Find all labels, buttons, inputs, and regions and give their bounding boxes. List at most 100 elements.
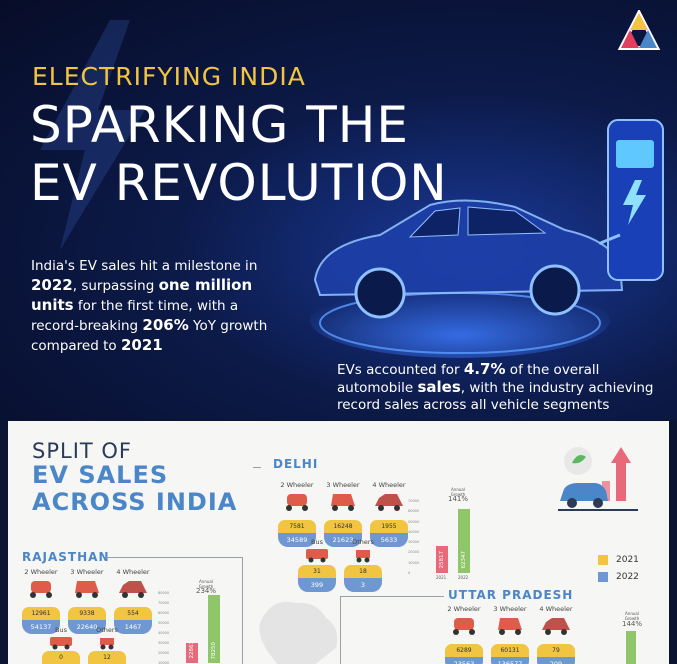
intro-year-2021: 2021 [120,336,163,354]
cat-label: Others [352,538,374,546]
headline-line-2: EV REVOLUTION [30,154,448,212]
cat-label: Bus [55,626,67,634]
cat-label: 3 Wheeler [326,481,360,489]
delhi-4wheeler-2022: 5633 [370,533,408,547]
axis-tick-label: 40000 [408,529,420,534]
cat-label: 4 Wheeler [372,481,406,489]
eyebrow-title: ELECTRIFYING INDIA [32,62,306,91]
region-uttar-pradesh: UTTAR PRADESH [448,588,573,602]
axis-tick-label: 20000 [158,651,170,655]
delhi-categories-2: Bus 31 399 Others 18 3 [294,538,386,592]
axis-tick-label: 30000 [408,540,420,545]
stat-text-3: , with the industry achieving record sal… [337,380,654,413]
auto-rickshaw-icon [492,614,528,644]
scooter-icon [23,577,59,607]
delhi-cat-bus: Bus 31 399 [294,538,340,592]
delhi-title: DELHI [273,457,319,471]
split-title-line-2: EV SALES [32,461,169,489]
ev-car-growth-icon [558,447,638,511]
axis-tick-label: 60000 [158,611,170,615]
up-3wheeler-2021: 60131 [491,644,529,657]
bar-year-label: 2022 [458,575,469,580]
rajasthan-3wheeler-2022: 22640 [68,620,106,634]
headline-line-1: SPARKING THE [30,96,409,154]
up-cat-3wheeler: 3 Wheeler 60131 136577 [487,605,533,664]
axis-tick-label: 10000 [408,560,420,565]
bar-2021: 22863 [186,641,198,663]
delhi-bus-2021: 31 [298,565,336,578]
intro-text-3: for the first time, with a record-breaki… [31,298,239,334]
intro-paragraph: India's EV sales hit a milestone in 2022… [31,257,271,356]
cat-label: 4 Wheeler [116,568,150,576]
intro-text-1: India's EV sales hit a milestone in [31,258,258,274]
bar-value-label: 78250 [211,641,217,660]
delhi-cat-others: Others 18 3 [340,538,386,592]
rajasthan-4wheeler-2021: 554 [114,607,152,620]
auto-rickshaw-icon [325,490,361,520]
up-line [340,596,444,597]
cat-label: 3 Wheeler [70,568,104,576]
region-delhi: DELHI [253,457,319,471]
rajasthan-cat-4wheeler: 4 Wheeler 554 1467 [110,568,156,634]
stat-text-2: of the overall automobile [337,362,600,396]
headline: SPARKING THE EV REVOLUTION [30,96,490,212]
delhi-3wheeler-2021: 16248 [324,520,362,533]
up-2wheeler-2021: 6289 [445,644,483,657]
hero-banner: ELECTRIFYING INDIA SPARKING THE EV REVOL… [0,0,677,420]
up-growth-value: 144% [621,620,642,628]
axis-tick-label: 10000 [158,661,170,664]
intro-million-units: one million units [31,276,253,314]
delhi-categories: 2 Wheeler 7581 34589 3 Wheeler 16248 216… [274,481,412,547]
cat-label: Others [96,626,118,634]
rajasthan-cat-others: Others 12 [84,626,130,664]
rajasthan-cat-3wheeler: 3 Wheeler 9338 22640 [64,568,110,634]
axis-tick-label: 0 [408,571,411,575]
legend-label-2022: 2022 [616,572,639,582]
up-line-vertical [340,596,341,664]
rajasthan-4wheeler-2022: 1467 [114,620,152,634]
delhi-4wheeler-2021: 1955 [370,520,408,533]
cat-label: 3 Wheeler [493,605,527,613]
split-panel: SPLIT OF EV SALES ACROSS INDIA 2021 2022… [8,421,669,664]
axis-tick-label: 70000 [158,601,170,605]
brand-logo [617,10,661,50]
delhi-cat-2wheeler: 2 Wheeler 7581 34589 [274,481,320,547]
delhi-growth-label: Annual Growth [450,487,466,497]
rajasthan-bar-chart: Annual Growth 234% 80000 70000 60000 50000 4… [158,579,228,664]
legend-swatch-2022 [598,572,608,582]
rajasthan-title: RAJASTHAN [22,550,110,564]
india-map-icon [259,601,338,664]
axis-tick-label: 20000 [408,550,420,555]
axis-tick-label: 60000 [408,509,420,514]
rajasthan-cat-2wheeler: 2 Wheeler 12961 54137 [18,568,64,634]
rajasthan-cat-bus: Bus 0 [38,626,84,664]
auto-rickshaw-icon [69,577,105,607]
cart-icon [345,547,381,565]
split-title-1: SPLIT OF [32,439,132,463]
scooter-icon [446,614,482,644]
bar-2021: 25817 [436,546,448,573]
rajasthan-bus-2021: 0 [42,651,80,664]
split-title-2: EV SALES ACROSS INDIA [32,462,237,516]
bus-icon [43,635,79,651]
up-categories: 2 Wheeler 6289 23563 3 Wheeler 60131 136… [441,605,579,664]
cat-label: 2 Wheeler [447,605,481,613]
bar-value-label: 62347 [461,551,467,569]
delhi-cat-4wheeler: 4 Wheeler 1955 5633 [366,481,412,547]
bar-2022: 62347 [458,508,470,573]
delhi-2wheeler-2022: 34589 [278,533,316,547]
delhi-others-2021: 18 [344,565,382,578]
up-title: UTTAR PRADESH [448,588,574,602]
legend-item-2021: 2021 [598,555,639,565]
delhi-others-2022: 3 [344,578,382,592]
car-icon [371,490,407,520]
delhi-cat-3wheeler: 3 Wheeler 16248 21623 [320,481,366,547]
rajasthan-growth-label: Annual Growth [198,579,214,589]
up-cat-2wheeler: 2 Wheeler 6289 23563 [441,605,487,664]
legend-item-2022: 2022 [598,572,639,582]
delhi-line [253,467,261,468]
rajasthan-categories-2: Bus 0 Others 12 [38,626,130,664]
split-title-line-3: ACROSS INDIA [32,488,238,516]
market-share-paragraph: EVs accounted for 4.7% of the overall au… [337,361,657,414]
car-icon [115,577,151,607]
